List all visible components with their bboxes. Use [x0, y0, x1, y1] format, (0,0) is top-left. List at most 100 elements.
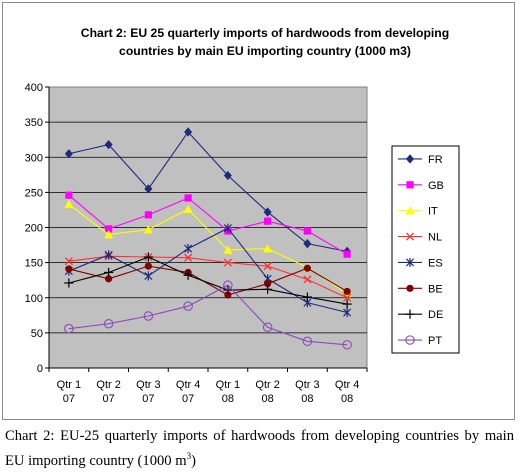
data-point-es [184, 243, 193, 254]
legend-item-gb: GB [398, 180, 444, 192]
series-line-pt [68, 284, 348, 346]
series-be [65, 262, 351, 299]
caption-superscript: 3 [186, 451, 192, 461]
series-lines [64, 127, 352, 350]
legend-marker-de [405, 309, 415, 319]
x-tick-label-year: 08 [262, 393, 274, 405]
chart-title-line-1: Chart 2: EU 25 quarterly imports of hard… [81, 26, 449, 40]
data-point-pt [302, 336, 313, 347]
data-point-fr [144, 184, 153, 194]
data-point-es [104, 250, 113, 260]
data-point-de [183, 270, 193, 280]
x-axis-ticks: Qtr 1 07 Qtr 2 07 Qtr 3 07 Qtr 4 07 Qtr 1 08 Qtr 2… [48, 367, 368, 405]
data-point-pt [223, 280, 233, 290]
legend-box [391, 145, 460, 354]
legend-label-nl: NL [428, 232, 442, 244]
legend-marker-fr [406, 154, 414, 164]
data-point-it [183, 204, 193, 214]
series-line-de [68, 256, 348, 305]
data-point-de [302, 292, 312, 302]
data-point-fr [104, 139, 113, 150]
x-tick-label: Qtr 3 [136, 379, 160, 391]
data-point-be [303, 264, 311, 272]
x-tick-label-year: 08 [301, 393, 313, 405]
legend-marker-it [405, 206, 415, 215]
legend: FR GB IT NL ES BE DE PT [391, 145, 460, 354]
line-chart: Chart 2: EU 25 quarterly imports of hard… [25, 26, 460, 405]
data-point-nl [303, 275, 312, 284]
x-tick-label-year: 07 [142, 393, 154, 405]
x-tick-label-year: 07 [103, 393, 115, 405]
series-line-be [68, 265, 348, 296]
legend-item-es: ES [398, 257, 443, 269]
series-line-fr [68, 131, 348, 252]
data-point-gb [144, 211, 152, 219]
data-point-be [105, 275, 113, 283]
y-axis-ticks: 0 50 100 150 200 250 300 350 400 [25, 82, 50, 375]
data-point-gb [343, 250, 351, 258]
legend-item-pt: PT [398, 335, 442, 347]
data-point-gb [184, 194, 192, 202]
data-point-es [144, 271, 153, 281]
legend-label-it: IT [428, 206, 438, 218]
data-point-pt [64, 323, 74, 334]
y-tick-label: 250 [25, 187, 43, 199]
legend-label-fr: FR [428, 154, 443, 166]
legend-label-gb: GB [428, 180, 444, 192]
data-point-es [343, 307, 352, 318]
caption-tail: ) [191, 452, 196, 469]
data-point-nl [343, 293, 352, 302]
chart-frame: Chart 2: EU 25 quarterly imports of hard… [2, 2, 515, 420]
x-tick-label: Qtr 2 [96, 379, 120, 391]
data-point-de [223, 285, 233, 295]
data-point-be [264, 280, 272, 288]
data-point-fr [223, 170, 232, 181]
series-pt [64, 280, 352, 350]
data-point-gb [105, 225, 113, 233]
data-point-it [223, 245, 233, 254]
data-point-de [143, 252, 153, 262]
y-tick-label: 300 [25, 152, 43, 164]
data-point-be [224, 291, 232, 299]
data-point-fr [263, 207, 272, 217]
data-point-de [104, 267, 114, 278]
data-point-fr [184, 127, 193, 137]
legend-item-be: BE [398, 283, 443, 295]
data-point-fr [64, 149, 73, 159]
x-tick-label-year: 07 [63, 393, 75, 405]
data-point-nl [263, 262, 272, 271]
data-point-nl [223, 258, 232, 267]
y-tick-label: 150 [25, 258, 43, 270]
x-tick-label: Qtr 3 [295, 379, 319, 391]
legend-label-es: ES [428, 257, 443, 269]
x-tick-label-year: 08 [341, 393, 353, 405]
x-tick-label: Qtr 4 [176, 379, 200, 391]
data-point-pt [143, 311, 154, 321]
legend-item-nl: NL [398, 232, 442, 244]
x-tick-label: Qtr 1 [216, 379, 240, 391]
data-point-it [263, 243, 273, 253]
legend-marker-nl [405, 232, 415, 241]
y-tick-label: 350 [25, 117, 43, 129]
series-line-it [68, 203, 348, 294]
data-point-de [263, 284, 273, 294]
data-point-es [223, 223, 232, 233]
data-point-nl [184, 253, 193, 262]
data-point-gb [65, 191, 73, 199]
y-tick-label: 100 [25, 293, 43, 305]
y-tick-label: 50 [31, 328, 43, 340]
data-point-de [342, 299, 352, 309]
y-tick-label: 200 [25, 223, 43, 235]
data-point-it [104, 229, 114, 239]
x-tick-label-year: 07 [182, 393, 194, 405]
legend-label-be: BE [428, 283, 443, 295]
caption-text: Chart 2: EU-25 quarterly imports of hard… [5, 428, 514, 469]
legend-item-de: DE [398, 309, 443, 321]
legend-label-pt: PT [428, 335, 442, 347]
y-tick-label: 400 [25, 82, 43, 94]
legend-marker-pt [405, 335, 415, 345]
data-point-be [343, 287, 351, 296]
x-tick-label: Qtr 1 [57, 379, 81, 391]
legend-label-de: DE [428, 309, 443, 321]
x-tick-label: Qtr 2 [255, 379, 279, 391]
